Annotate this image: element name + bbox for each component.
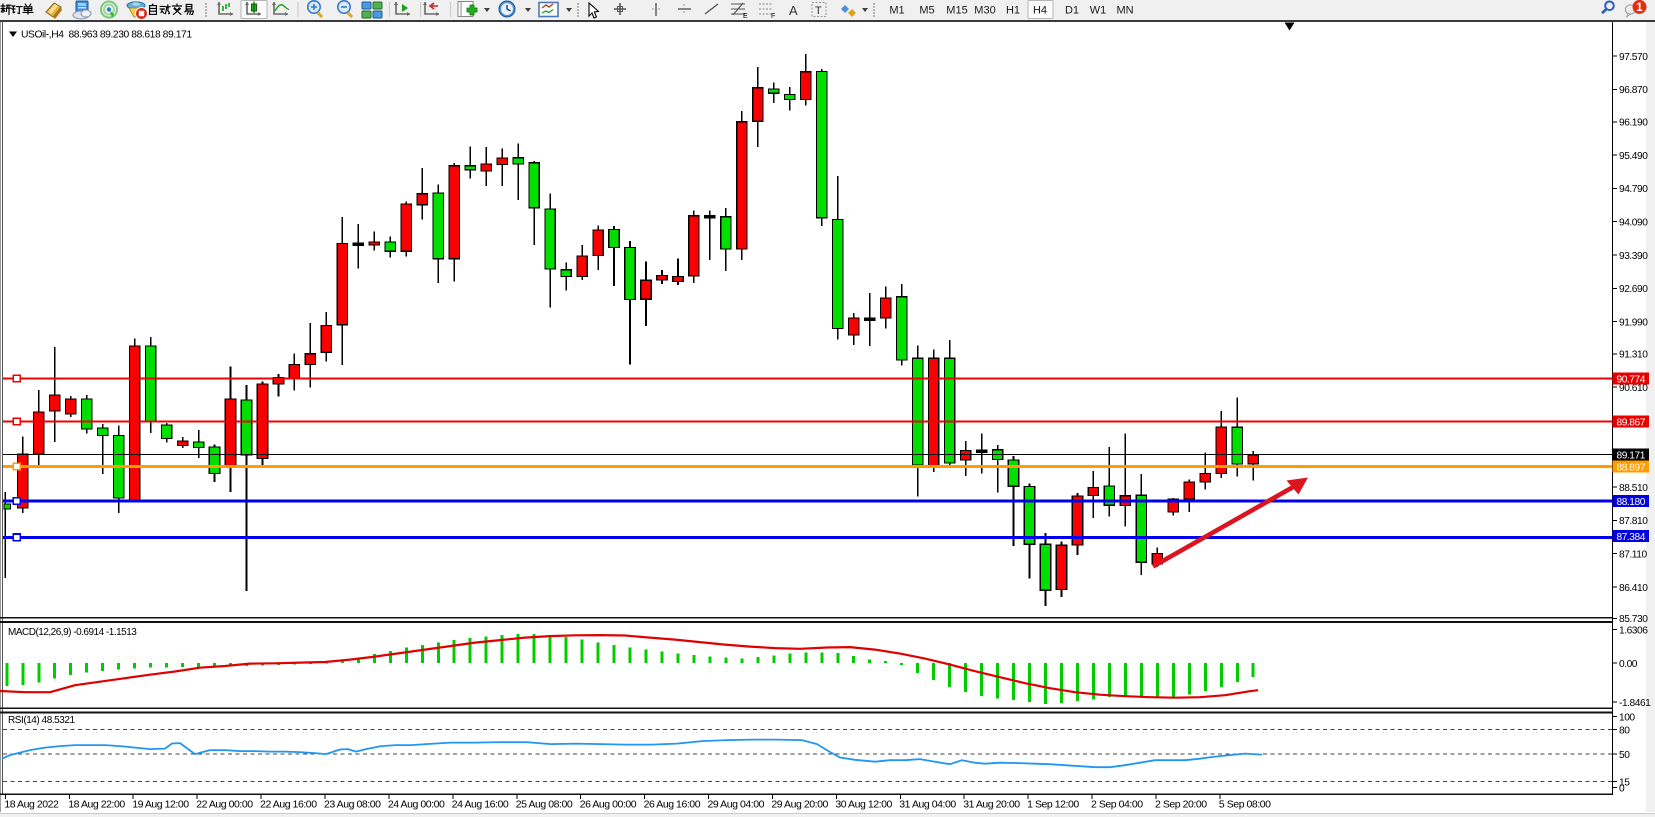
svg-text:88.180: 88.180 — [1617, 497, 1646, 508]
svg-text:M5: M5 — [919, 5, 934, 17]
svg-text:19 Aug 12:00: 19 Aug 12:00 — [132, 799, 189, 811]
svg-text:USOil-,H4 88.963 89.230 88.61: USOil-,H4 88.963 89.230 88.618 89.171 — [21, 30, 192, 41]
svg-text:80: 80 — [1619, 725, 1630, 736]
svg-text:1.6306: 1.6306 — [1619, 625, 1648, 636]
svg-text:87.110: 87.110 — [1619, 550, 1647, 561]
svg-text:29 Aug 20:00: 29 Aug 20:00 — [771, 799, 828, 811]
svg-text:86.410: 86.410 — [1619, 583, 1648, 594]
svg-text:24 Aug 00:00: 24 Aug 00:00 — [388, 799, 445, 811]
svg-text:91.990: 91.990 — [1619, 317, 1648, 328]
svg-text:E: E — [743, 13, 748, 20]
svg-text:26 Aug 00:00: 26 Aug 00:00 — [580, 799, 637, 811]
svg-text:93.390: 93.390 — [1619, 251, 1648, 262]
svg-text:90.610: 90.610 — [1619, 383, 1648, 394]
svg-text:18 Aug 2022: 18 Aug 2022 — [4, 799, 59, 811]
svg-text:87.384: 87.384 — [1617, 532, 1646, 543]
svg-text:MACD(12,26,9) -0.6914 -1.1513: MACD(12,26,9) -0.6914 -1.1513 — [8, 627, 137, 638]
svg-text:A: A — [789, 3, 798, 18]
svg-text:88.897: 88.897 — [1617, 462, 1646, 473]
svg-text:-1.8461: -1.8461 — [1619, 698, 1651, 709]
svg-text:1: 1 — [1636, 2, 1643, 14]
svg-text:15: 15 — [1619, 777, 1630, 788]
svg-text:89.171: 89.171 — [1617, 450, 1646, 461]
svg-text:100: 100 — [1619, 712, 1635, 723]
svg-text:2 Sep 04:00: 2 Sep 04:00 — [1091, 799, 1143, 811]
svg-text:88.510: 88.510 — [1619, 483, 1648, 494]
svg-text:94.090: 94.090 — [1619, 218, 1648, 229]
svg-text:31 Aug 04:00: 31 Aug 04:00 — [899, 799, 956, 811]
svg-text:92.690: 92.690 — [1619, 284, 1648, 295]
svg-text:23 Aug 08:00: 23 Aug 08:00 — [324, 799, 381, 811]
svg-text:H4: H4 — [1033, 5, 1047, 17]
svg-text:30 Aug 12:00: 30 Aug 12:00 — [835, 799, 892, 811]
svg-text:94.790: 94.790 — [1619, 184, 1648, 195]
svg-text:1 Sep 12:00: 1 Sep 12:00 — [1027, 799, 1079, 811]
svg-text:18 Aug 22:00: 18 Aug 22:00 — [68, 799, 125, 811]
svg-text:0.00: 0.00 — [1619, 659, 1638, 670]
svg-text:5 Sep 08:00: 5 Sep 08:00 — [1219, 799, 1271, 811]
svg-text:90.774: 90.774 — [1617, 374, 1646, 385]
svg-text:25 Aug 08:00: 25 Aug 08:00 — [516, 799, 573, 811]
svg-text:H1: H1 — [1006, 5, 1020, 17]
svg-text:91.310: 91.310 — [1619, 350, 1648, 361]
svg-text:W1: W1 — [1090, 5, 1107, 17]
svg-text:M1: M1 — [889, 5, 904, 17]
svg-text:96.190: 96.190 — [1619, 118, 1648, 129]
svg-text:22 Aug 16:00: 22 Aug 16:00 — [260, 799, 317, 811]
svg-text:M15: M15 — [946, 5, 967, 17]
svg-text:85.730: 85.730 — [1619, 614, 1648, 625]
svg-text:T: T — [815, 5, 822, 17]
svg-text:89.867: 89.867 — [1617, 417, 1646, 428]
svg-text:0: 0 — [1619, 783, 1625, 794]
svg-text:95.490: 95.490 — [1619, 151, 1648, 162]
svg-text:M30: M30 — [974, 5, 995, 17]
svg-text:MN: MN — [1116, 5, 1133, 17]
svg-text:F: F — [771, 13, 775, 20]
svg-text:97.570: 97.570 — [1619, 52, 1648, 63]
svg-text:RSI(14) 48.5321: RSI(14) 48.5321 — [8, 715, 76, 726]
svg-text:D1: D1 — [1065, 5, 1079, 17]
svg-text:29 Aug 04:00: 29 Aug 04:00 — [708, 799, 765, 811]
svg-text:31 Aug 20:00: 31 Aug 20:00 — [963, 799, 1020, 811]
svg-text:24 Aug 16:00: 24 Aug 16:00 — [452, 799, 509, 811]
svg-text:22 Aug 00:00: 22 Aug 00:00 — [196, 799, 253, 811]
svg-text:26 Aug 16:00: 26 Aug 16:00 — [644, 799, 701, 811]
svg-text:87.810: 87.810 — [1619, 516, 1648, 527]
svg-text:2 Sep 20:00: 2 Sep 20:00 — [1155, 799, 1207, 811]
svg-text:50: 50 — [1619, 750, 1630, 761]
svg-text:96.870: 96.870 — [1619, 85, 1648, 96]
